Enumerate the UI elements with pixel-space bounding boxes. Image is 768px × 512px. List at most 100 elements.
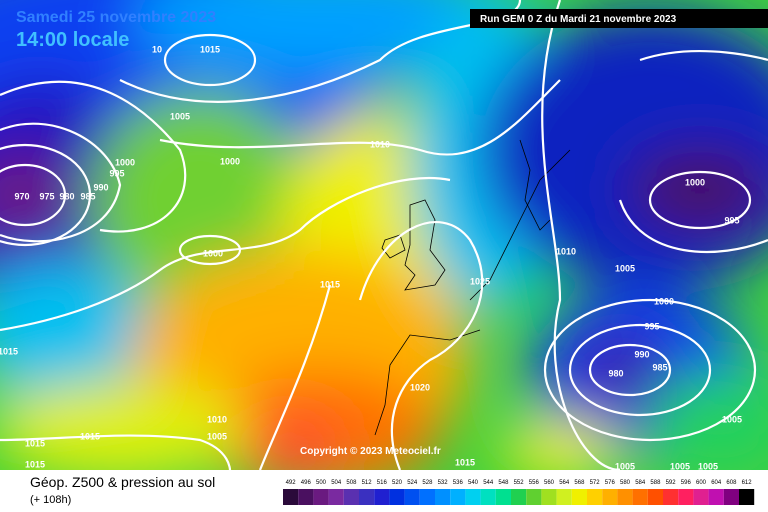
scale-label: 560 — [544, 480, 555, 486]
scale-label: 608 — [726, 480, 737, 486]
scale-swatch — [526, 489, 542, 505]
isobar-label: 1015 — [80, 431, 100, 441]
scale-label: 528 — [422, 480, 433, 486]
scale-label: 500 — [316, 480, 327, 486]
scale-label: 524 — [407, 480, 418, 486]
run-info: Run GEM 0 Z du Mardi 21 novembre 2023 — [480, 14, 677, 25]
geopotential-field — [0, 0, 768, 470]
scale-swatch — [328, 489, 344, 505]
scale-swatch — [404, 489, 420, 505]
scale-label: 584 — [635, 480, 646, 486]
scale-swatch — [480, 489, 496, 505]
scale-label: 592 — [666, 480, 677, 486]
isobar-label: 1005 — [615, 263, 635, 273]
scale-swatch — [632, 489, 648, 505]
scale-swatch — [298, 489, 314, 505]
isobar-label: 980 — [59, 191, 74, 201]
footer-lead: (+ 108h) — [30, 494, 71, 506]
scale-label: 552 — [514, 480, 525, 486]
scale-swatch — [708, 489, 724, 505]
isobar-label: 1010 — [370, 139, 390, 149]
isobar-label: 975 — [39, 191, 54, 201]
scale-swatch — [587, 489, 603, 505]
scale-swatch — [617, 489, 633, 505]
isobar-label: 1005 — [698, 461, 718, 471]
isobar-label: 1015 — [25, 459, 45, 469]
isobar-label: 1015 — [455, 457, 475, 467]
isobar-label: 1005 — [722, 414, 742, 424]
isobar-label: 1020 — [410, 382, 430, 392]
forecast-time: 14:00 locale — [16, 29, 129, 51]
scale-swatch — [678, 489, 694, 505]
isobar-label: 1005 — [207, 431, 227, 441]
scale-swatch — [465, 489, 481, 505]
scale-label: 520 — [392, 480, 403, 486]
isobar-label: 995 — [644, 321, 659, 331]
scale-label: 596 — [681, 480, 692, 486]
scale-swatch — [663, 489, 679, 505]
scale-label: 508 — [346, 480, 357, 486]
isobar-label: 1015 — [25, 438, 45, 448]
run-box — [470, 9, 768, 28]
scale-label: 568 — [574, 480, 585, 486]
scale-label: 580 — [620, 480, 631, 486]
isobar-label: 1000 — [115, 157, 135, 167]
scale-label: 600 — [696, 480, 707, 486]
scale-label: 548 — [498, 480, 509, 486]
isobar-label: 1015 — [320, 279, 340, 289]
isobar-label: 1000 — [203, 248, 223, 258]
scale-swatch — [556, 489, 572, 505]
scale-swatch — [359, 489, 375, 505]
isobar-label: 1000 — [654, 296, 674, 306]
scale-swatch — [647, 489, 663, 505]
footer-title: Géop. Z500 & pression au sol — [30, 474, 215, 490]
isobar-label: 1005 — [615, 461, 635, 471]
isobar-label: 995 — [109, 168, 124, 178]
scale-label: 492 — [286, 480, 297, 486]
isobar-label: 1005 — [670, 461, 690, 471]
scale-label: 604 — [711, 480, 722, 486]
scale-swatch — [450, 489, 466, 505]
scale-swatch — [495, 489, 511, 505]
scale-swatch — [723, 489, 739, 505]
scale-label: 516 — [377, 480, 388, 486]
copyright: Copyright © 2023 Meteociel.fr — [300, 446, 441, 457]
scale-swatch — [343, 489, 359, 505]
scale-label: 532 — [438, 480, 449, 486]
scale-swatch — [571, 489, 587, 505]
scale-label: 536 — [453, 480, 464, 486]
isobar-label: 1000 — [685, 177, 705, 187]
scale-swatch — [511, 489, 527, 505]
isobar-label: 10 — [152, 44, 162, 54]
isobar-label: 1025 — [470, 276, 490, 286]
scale-swatch — [283, 489, 299, 505]
scale-swatch — [313, 489, 329, 505]
isobar-label: 985 — [80, 191, 95, 201]
scale-label: 564 — [559, 480, 570, 486]
scale-swatch — [739, 489, 755, 505]
scale-label: 544 — [483, 480, 494, 486]
scale-label: 556 — [529, 480, 540, 486]
color-scale: 492 496 500 504 508 512 516 520 524 528 532 536 540 5… — [283, 480, 755, 505]
isobar-label: 1015 — [200, 44, 220, 54]
scale-swatch — [693, 489, 709, 505]
isobar-label: 1000 — [220, 156, 240, 166]
isobars — [0, 0, 768, 472]
scale-swatch — [435, 489, 451, 505]
scale-swatch — [389, 489, 405, 505]
isobar-label: 990 — [634, 349, 649, 359]
scale-swatch — [419, 489, 435, 505]
isobar-label: 990 — [93, 182, 108, 192]
isobar-label: 1015 — [0, 346, 18, 356]
isobar-label: 1010 — [207, 414, 227, 424]
isobar-label: 1005 — [170, 111, 190, 121]
isobar-label: 980 — [608, 368, 623, 378]
scale-label: 504 — [331, 480, 342, 486]
isobar-label: 1010 — [556, 246, 576, 256]
scale-label: 576 — [605, 480, 616, 486]
isobar-label: 985 — [652, 362, 667, 372]
coastlines — [374, 139, 571, 436]
isobar-label: 995 — [724, 215, 739, 225]
